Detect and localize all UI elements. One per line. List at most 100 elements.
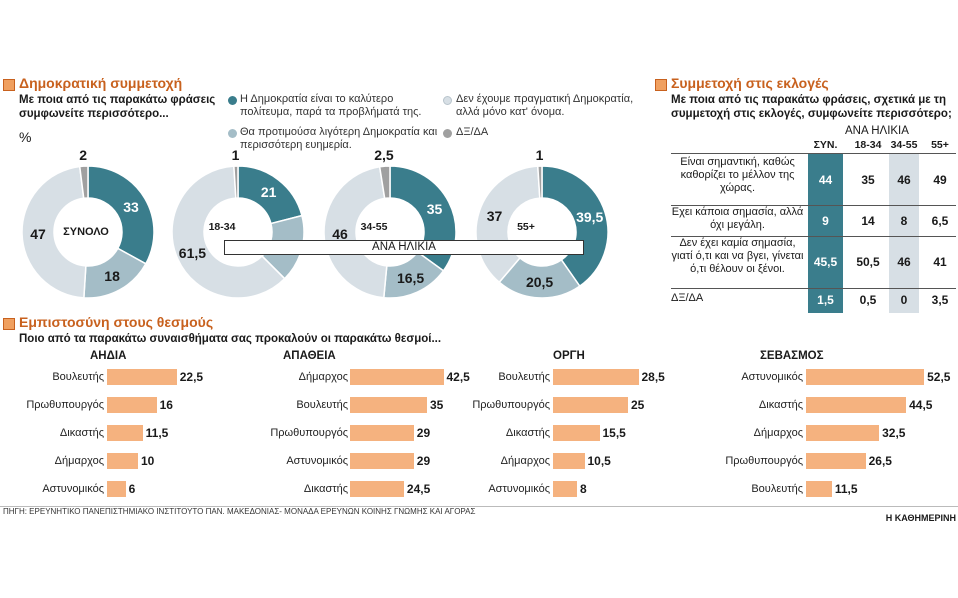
bar-value-label: 16	[159, 398, 173, 412]
elections-question: Με ποια από τις παρακάτω φράσεις, σχετικ…	[671, 94, 952, 120]
table-cell: 0,5	[859, 293, 877, 307]
bar-category-label: Πρωθυπουργός	[26, 399, 104, 411]
donut-slice	[378, 165, 391, 200]
bar	[553, 425, 600, 441]
table-cell: 41	[933, 255, 947, 269]
trust-bar-charts: ΑΗΔΙΑ Βουλευτής 22,5 Πρωθυπουργός 16 Δικαστής…	[0, 346, 958, 506]
donut-slice	[87, 165, 155, 265]
legend-label-3: Δεν έχουμε πραγματική Δημοκρατία, αλλά μ…	[456, 93, 634, 118]
bar-value-label: 44,5	[909, 398, 933, 412]
table-column-header: 34-55	[890, 139, 918, 151]
bar	[107, 369, 177, 385]
table-cell: 44	[818, 173, 833, 187]
bar-category-label: Δικαστής	[758, 399, 803, 411]
donut-value-label: 47	[30, 225, 46, 242]
donut-slice	[78, 165, 89, 200]
percent-sign: %	[19, 129, 32, 145]
bar-value-label: 8	[580, 482, 587, 496]
footer-divider	[0, 506, 958, 507]
donut-value-label: 2	[79, 147, 88, 164]
table-cell: 50,5	[856, 255, 880, 269]
legend-dot-1	[228, 96, 237, 105]
bar	[350, 481, 404, 497]
bar	[806, 369, 925, 385]
table-cell: 9	[822, 213, 829, 228]
table-cell: 49	[933, 173, 947, 187]
bar	[553, 369, 639, 385]
table-cell: 0	[900, 293, 908, 307]
bar-value-label: 10,5	[587, 454, 611, 468]
table-row-label: ΔΞ/ΔΑ	[671, 292, 704, 304]
section-marker	[3, 79, 15, 91]
table-row-label: Εχει κάποια σημασία, αλλά όχι μεγάλη.	[671, 206, 804, 231]
donut-value-label: 61,5	[178, 244, 207, 261]
section-marker	[3, 318, 15, 330]
legend-label-1: Η Δημοκρατία είναι το καλύτερο πολίτευμα…	[240, 93, 422, 118]
bar-value-label: 52,5	[927, 370, 951, 384]
bar-value-label: 35	[430, 398, 444, 412]
section-title-trust: Εμπιστοσύνη στους θεσμούς	[19, 314, 214, 330]
bar	[350, 453, 414, 469]
table-cell: 6,5	[931, 213, 949, 228]
bar-category-label: Αστυνομικός	[741, 371, 803, 383]
table-column-header: 55+	[931, 139, 949, 151]
donut-value-label: 35	[426, 201, 443, 218]
bar-category-label: Πρωθυπουργός	[472, 399, 550, 411]
bar-category-label: Αστυνομικός	[286, 455, 348, 467]
section-title-democracy: Δημοκρατική συμμετοχή	[19, 75, 183, 91]
bar-category-label: Πρωθυπουργός	[270, 427, 348, 439]
total-column-highlight	[808, 153, 843, 313]
bar-category-label: Δικαστής	[303, 483, 348, 495]
bar-value-label: 32,5	[882, 426, 906, 440]
trust-question: Ποιο από τα παρακάτω συναισθήματα σας πρ…	[19, 333, 442, 345]
table-row-label: Δεν έχει καμία σημασία, γιατί ό,τι και ν…	[671, 237, 804, 275]
age-column-highlight	[889, 153, 919, 313]
donut-value-label: 16,5	[396, 269, 425, 286]
source-note: ΠΗΓΗ: ΕΡΕΥΝΗΤΙΚΟ ΠΑΝΕΠΙΣΤΗΜΙΑΚΟ ΙΝΣΤΙΤΟΥ…	[3, 507, 476, 516]
bar	[806, 425, 880, 441]
bar	[350, 369, 444, 385]
bar	[806, 397, 907, 413]
section-marker	[655, 79, 667, 91]
bar-value-label: 24,5	[406, 482, 431, 496]
bar-category-label: Βουλευτής	[296, 399, 348, 411]
donut-value-label: 1	[231, 147, 240, 164]
bar-chart-title: ΑΠΑΘΕΙΑ	[283, 350, 336, 362]
table-age-header: ΑΝΑ ΗΛΙΚΙΑ	[845, 125, 909, 137]
bar-value-label: 29	[416, 454, 431, 468]
table-divider	[671, 288, 956, 289]
table-cell: 14	[861, 213, 875, 228]
donut-value-label: 39,5	[576, 209, 604, 225]
bar-value-label: 29	[416, 426, 431, 440]
table-divider	[671, 205, 956, 206]
bar-category-label: Αστυνομικός	[42, 483, 104, 495]
bar-value-label: 15,5	[602, 426, 626, 440]
democracy-question: Με ποια από τις παρακάτω φράσεις συμφωνε…	[19, 94, 216, 120]
donut-center-label: ΣΥΝΟΛΟ	[63, 226, 109, 238]
table-column-header: 18-34	[854, 139, 882, 151]
table-cell: 46	[897, 173, 911, 187]
bar-category-label: Βουλευτής	[498, 371, 550, 383]
bar-chart-title: ΟΡΓΗ	[553, 350, 585, 362]
table-cell: 35	[861, 173, 875, 187]
table-cell: 46	[897, 255, 911, 269]
donut-slice	[233, 165, 239, 199]
table-cell: 45,5	[813, 255, 838, 269]
bar	[806, 453, 866, 469]
bar-category-label: Δήμαρχος	[753, 427, 803, 439]
bar-category-label: Δικαστής	[59, 427, 104, 439]
donut-center-label: 55+	[517, 221, 535, 233]
table-divider	[671, 236, 956, 237]
donut-slice	[21, 165, 87, 299]
donut-center-label: 34-55	[360, 221, 388, 233]
table-row-label: Είναι σημαντική, καθώς καθορίζει το μέλλ…	[680, 156, 795, 194]
age-band-label: ΑΝΑ ΗΛΙΚΙΑ	[224, 240, 584, 255]
bar-category-label: Βουλευτής	[52, 371, 104, 383]
legend-label-4: ΔΞ/ΔΑ	[456, 126, 489, 138]
bar	[107, 453, 138, 469]
bar	[350, 425, 414, 441]
donut-slice	[171, 165, 286, 299]
bar-value-label: 25	[631, 398, 645, 412]
legend-dot-4	[443, 129, 452, 138]
donut-value-label: 20,5	[525, 273, 554, 290]
